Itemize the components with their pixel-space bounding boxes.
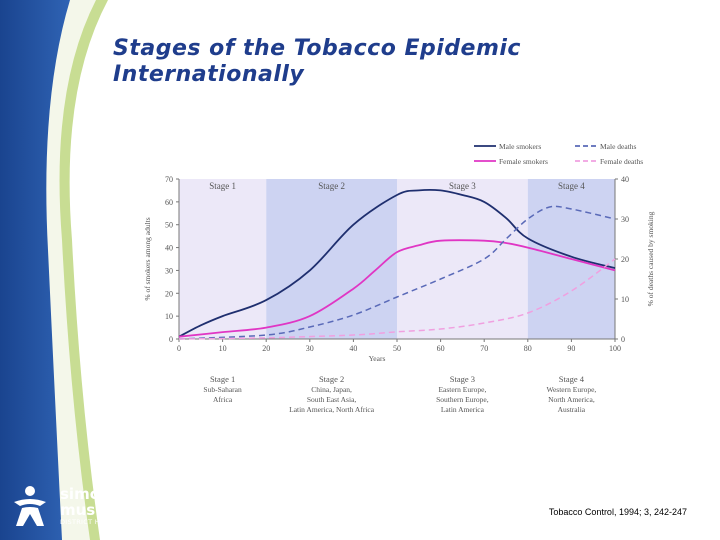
y-left-tick-label: 60 [165,198,173,207]
stage-desc-line: Africa [213,395,233,404]
series-line-female-deaths [178,258,616,340]
y-right-tick-label: 30 [621,215,629,224]
logo-line1: simcoe [60,485,120,503]
slide-title-line2: Internationally [113,62,305,87]
legend-label: Female smokers [499,157,548,166]
stage-desc-line: Stage 1 [210,374,235,384]
stage-label: Stage 3 [449,181,476,191]
x-tick-label: 30 [306,344,314,353]
stage-desc-line: South East Asia, [307,395,357,404]
slide-title-line1: Stages of the Tobacco Epidemic [113,36,521,61]
legend-label: Female deaths [600,157,643,166]
y-left-tick-label: 30 [165,266,173,275]
x-tick-label: 20 [262,344,270,353]
stage-desc-line: Australia [558,405,586,414]
x-tick-label: 80 [524,344,532,353]
stage-desc-line: Latin America [441,405,485,414]
x-tick-label: 50 [393,344,401,353]
stage-desc-line: Stage 3 [450,374,475,384]
stage-label: Stage 1 [209,181,236,191]
stage-desc-line: Stage 2 [319,374,344,384]
x-tick-label: 0 [177,344,181,353]
y-left-tick-label: 50 [165,221,173,230]
stage-desc-line: Southern Europe, [436,395,489,404]
stage-desc-line: Latin America, North Africa [289,405,375,414]
y-left-axis-label: % of smokers among adults [143,217,152,300]
x-axis-label: Years [369,354,386,363]
stage-desc-line: Sub-Saharan [203,385,242,394]
y-left-tick-label: 20 [165,289,173,298]
stage-band [179,179,267,339]
series-line-male-deaths [178,205,616,340]
stage-desc-line: Western Europe, [547,385,597,394]
person-figure-icon [14,486,46,526]
x-tick-label: 90 [567,344,575,353]
x-tick-label: 40 [349,344,357,353]
logo: simcoe muskoka DISTRICT HEALTH UNIT [10,484,150,530]
y-right-tick-label: 0 [621,335,625,344]
stage-band [397,179,528,339]
sidebar-blue-band [0,0,70,540]
y-left-tick-label: 40 [165,244,173,253]
stage-desc-line: Eastern Europe, [438,385,486,394]
logo-line3: DISTRICT HEALTH UNIT [60,518,141,526]
y-right-tick-label: 20 [621,255,629,264]
series-line-female-smokers [178,239,616,338]
y-right-tick-label: 40 [621,175,629,184]
y-left-tick-label: 10 [165,312,173,321]
stage-desc-line: North America, [548,395,595,404]
x-tick-label: 10 [219,344,227,353]
stage-label: Stage 4 [558,181,585,191]
legend-label: Male deaths [600,142,637,151]
stage-desc-line: China, Japan, [311,385,352,394]
y-left-tick-label: 70 [165,175,173,184]
x-tick-label: 60 [437,344,445,353]
x-tick-label: 100 [609,344,621,353]
y-right-axis-label: % of deaths caused by smoking [646,211,655,306]
stage-band [266,179,397,339]
y-right-tick-label: 10 [621,295,629,304]
y-left-tick-label: 0 [169,335,173,344]
logo-line2: muskoka [60,501,136,519]
stage-desc-line: Stage 4 [559,374,585,384]
slide-title: Stages of the Tobacco Epidemic Internati… [113,36,521,88]
legend-label: Male smokers [499,142,541,151]
citation: Tobacco Control, 1994; 3, 242-247 [548,507,687,517]
series-line-male-smokers [178,188,616,338]
stage-label: Stage 2 [318,181,345,191]
x-tick-label: 70 [480,344,488,353]
